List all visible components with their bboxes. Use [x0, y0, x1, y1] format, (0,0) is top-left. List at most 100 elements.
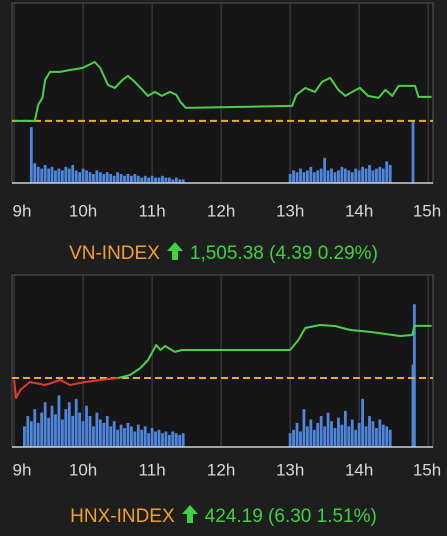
volume-bar [381, 424, 385, 447]
volume-bar [29, 421, 33, 447]
volume-bar [323, 426, 327, 447]
volume-bar [64, 166, 68, 183]
volume-bar [150, 428, 154, 447]
volume-bar [326, 170, 330, 183]
index-name: HNX-INDEX [70, 506, 175, 527]
volume-bar [167, 177, 171, 183]
volume-bar [316, 422, 320, 447]
volume-bar [295, 422, 299, 447]
volume-bar [312, 172, 316, 183]
volume-bar [388, 429, 392, 447]
volume-bar [147, 177, 151, 183]
volume-bar [161, 433, 164, 447]
x-tick-label: 10h [69, 460, 97, 479]
volume-bar [292, 429, 295, 447]
x-tick-label: 15h [413, 201, 441, 220]
volume-bar [316, 170, 320, 183]
volume-bar [340, 166, 344, 183]
volume-bar [319, 168, 323, 183]
volume-bar [143, 426, 147, 447]
volume-bar [67, 402, 71, 447]
volume-bar [368, 416, 371, 447]
volume-bar [178, 179, 182, 183]
volume-bar [150, 175, 154, 183]
volume-bar [181, 179, 185, 183]
index-quote: 1,505.38 (4.39 0.29%) [189, 243, 378, 264]
volume-bar [64, 409, 68, 447]
volume-bar [67, 168, 71, 183]
volume-bar [74, 398, 78, 447]
volume-bar [105, 416, 109, 447]
volume-bar [36, 166, 40, 183]
price-line [14, 61, 432, 122]
volume-bar [40, 168, 44, 183]
volume-bar [178, 434, 182, 447]
volume-bar [74, 170, 78, 183]
volume-bar [357, 170, 361, 183]
volume-bar [347, 170, 351, 183]
volume-bar [29, 127, 33, 183]
volume-bar [354, 429, 358, 447]
x-tick-label: 9h [13, 460, 32, 479]
x-tick-label: 11h [139, 460, 166, 479]
volume-bar [133, 431, 137, 447]
volume-bar [333, 172, 337, 183]
volume-bar [60, 419, 64, 447]
volume-bar [36, 422, 40, 447]
volume-bar [92, 426, 95, 447]
volume-bar [385, 161, 389, 183]
volume-bar [98, 172, 102, 183]
volume-bar [371, 421, 375, 447]
volume-bar [164, 177, 168, 183]
quote-row: VN-INDEX 1,505.38 (4.39 0.29%) [0, 241, 447, 265]
volume-bar [326, 412, 330, 447]
volume-bar [357, 422, 361, 447]
volume-bar [116, 172, 119, 183]
volume-bar [305, 426, 309, 447]
volume-bar [305, 170, 309, 183]
volume-bar [337, 170, 340, 183]
volume-bar [312, 429, 316, 447]
x-tick-label: 10h [69, 201, 97, 220]
volume-bar [299, 168, 302, 183]
volume-bar [140, 429, 144, 447]
volume-bar [109, 426, 113, 447]
volume-bar [119, 174, 123, 183]
volume-bar [388, 165, 392, 183]
volume-bar [85, 405, 88, 447]
volume-bar [33, 163, 37, 183]
volume-bar [78, 412, 82, 447]
volume-bar [164, 431, 168, 447]
x-tick-label: 9h [13, 201, 32, 220]
volume-bar [133, 174, 137, 183]
volume-bar [88, 416, 92, 447]
volume-bar [71, 165, 75, 183]
volume-bar [333, 428, 337, 447]
volume-bar [354, 168, 358, 183]
x-tick-label: 13h [276, 201, 304, 220]
volume-bar [85, 170, 88, 183]
volume-bar [330, 168, 333, 183]
x-tick-label: 12h [207, 460, 235, 479]
volume-bar [102, 422, 106, 447]
volume-bar [171, 431, 175, 447]
volume-bar [50, 405, 54, 447]
volume-bar [340, 424, 344, 447]
volume-bar [292, 170, 295, 183]
volume-bar [309, 419, 313, 447]
volume-bar [57, 168, 61, 183]
volume-bar [288, 433, 292, 447]
volume-bar [43, 402, 47, 447]
volume-bar [26, 416, 30, 447]
volume-bar [119, 424, 123, 447]
volume-bar [126, 174, 130, 183]
volume-bar [123, 428, 126, 447]
volume-bar [136, 175, 140, 183]
volume-bar [105, 172, 109, 183]
volume-bar [337, 417, 340, 447]
volume-bar [364, 168, 368, 183]
x-tick-label: 15h [413, 460, 441, 479]
volume-bar [319, 416, 323, 447]
volume-bar [40, 412, 44, 447]
